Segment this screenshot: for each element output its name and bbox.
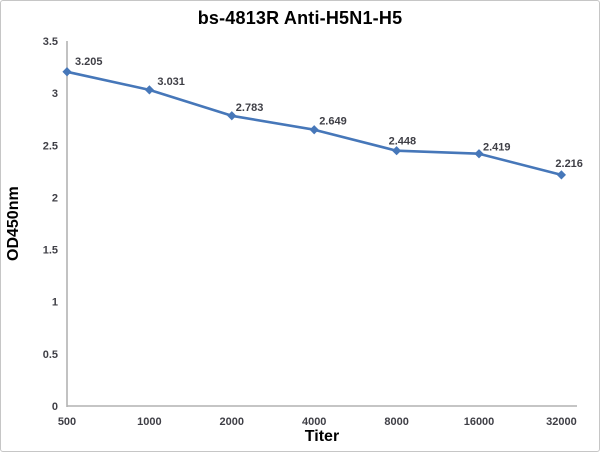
x-axis-title: Titer (304, 428, 340, 445)
y-tick-label: 2 (52, 192, 58, 204)
x-tick-label: 32000 (546, 416, 577, 428)
y-tick-label: 0.5 (43, 349, 58, 361)
data-point-marker (62, 67, 72, 77)
y-tick-label: 2.5 (43, 140, 58, 152)
data-point-marker (556, 170, 566, 180)
x-tick-label: 1000 (137, 416, 161, 428)
data-point-marker (144, 85, 154, 95)
data-point-marker (227, 111, 237, 121)
x-tick-label: 500 (58, 416, 76, 428)
data-line (65, 70, 563, 177)
y-tick-label: 1 (52, 297, 58, 309)
data-label: 3.205 (75, 56, 103, 68)
y-tick-label: 1.5 (43, 245, 58, 257)
data-point-marker (309, 125, 319, 135)
y-tick-label: 3 (52, 88, 58, 100)
data-label: 2.419 (483, 142, 511, 154)
x-tick-label: 16000 (464, 416, 495, 428)
data-label: 2.649 (319, 116, 347, 128)
x-tick-label: 4000 (302, 416, 326, 428)
data-label: 2.216 (555, 158, 583, 170)
data-label: 2.448 (389, 136, 417, 148)
x-tick-label: 2000 (220, 416, 244, 428)
chart-title: bs-4813R Anti-H5N1-H5 (197, 8, 403, 28)
y-tick-label: 0 (52, 401, 58, 413)
y-tick-label: 3.5 (43, 36, 58, 48)
data-label: 2.783 (236, 102, 264, 114)
x-tick-label: 8000 (384, 416, 408, 428)
data-label: 3.031 (157, 76, 185, 88)
data-point-marker (474, 149, 484, 159)
data-point-marker (392, 146, 402, 156)
